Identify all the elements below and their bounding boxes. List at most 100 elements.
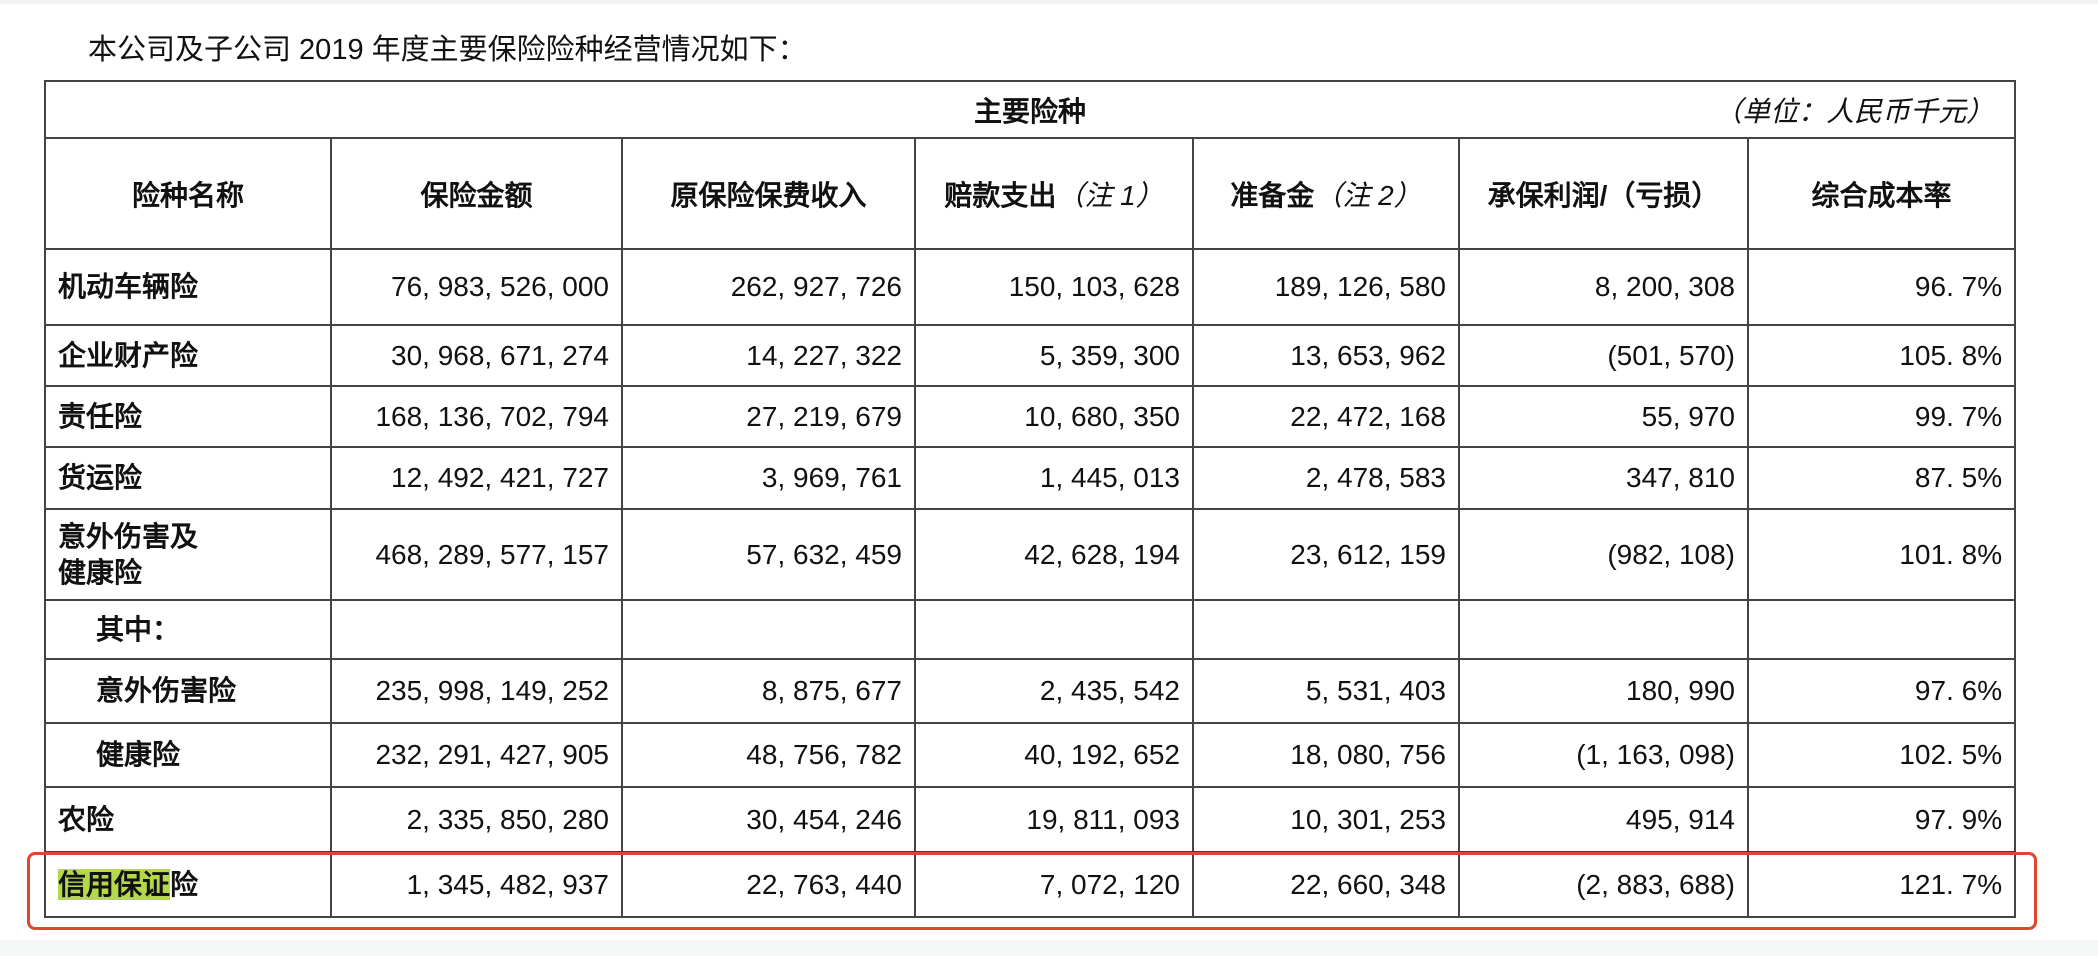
table-cell bbox=[1746, 599, 2017, 660]
insurance-table: 主要险种 （单位：人民币千元） 险种名称 保险金额 原保险保费收入 赔款支出（注 1）… bbox=[43, 80, 2017, 918]
table-cell: 105. 8% bbox=[1746, 324, 2017, 387]
row-name: 货运险 bbox=[44, 446, 332, 510]
table-cell: (501, 570) bbox=[1458, 324, 1749, 387]
column-header-note: （注 2） bbox=[1314, 179, 1422, 211]
table-cell: 347, 810 bbox=[1458, 446, 1749, 510]
column-header: 原保险保费收入 bbox=[621, 137, 916, 250]
table-cell: 19, 811, 093 bbox=[914, 786, 1194, 853]
table-cell: 3, 969, 761 bbox=[621, 446, 916, 510]
table-cell: 55, 970 bbox=[1458, 385, 1749, 448]
table-cell: 10, 680, 350 bbox=[914, 385, 1194, 448]
table-cell: 8, 200, 308 bbox=[1458, 248, 1749, 326]
column-header-label: 准备金 bbox=[1230, 179, 1315, 211]
table-cell: 235, 998, 149, 252 bbox=[330, 658, 623, 724]
table-cell: 2, 435, 542 bbox=[914, 658, 1194, 724]
table-cell: (982, 108) bbox=[1458, 508, 1749, 601]
table-cell: 48, 756, 782 bbox=[621, 722, 916, 788]
table-cell: 99. 7% bbox=[1746, 385, 2017, 448]
row-name: 农险 bbox=[44, 786, 332, 853]
row-name-text: 信用保证 bbox=[58, 868, 171, 900]
column-header: 综合成本率 bbox=[1746, 137, 2017, 250]
row-name: 其中： bbox=[44, 599, 332, 660]
intro-text: 本公司及子公司 2019 年度主要保险险种经营情况如下： bbox=[88, 34, 807, 66]
table-row: 其中： bbox=[44, 599, 2017, 660]
table-row: 货运险 12, 492, 421, 727 3, 969, 761 1, 445, 0… bbox=[44, 446, 2017, 510]
table-cell: 40, 192, 652 bbox=[914, 722, 1194, 788]
row-name-text: 健康险 bbox=[96, 739, 181, 770]
table-cell: 495, 914 bbox=[1458, 786, 1749, 853]
table-cell: 97. 9% bbox=[1746, 786, 2017, 853]
table-cell: 180, 990 bbox=[1458, 658, 1749, 724]
table-cell: 27, 219, 679 bbox=[621, 385, 916, 448]
table-cell: 1, 445, 013 bbox=[914, 446, 1194, 510]
table-cell: 87. 5% bbox=[1746, 446, 2017, 510]
table-row: 健康险 232, 291, 427, 905 48, 756, 782 40, 192… bbox=[44, 722, 2017, 788]
row-name: 机动车辆险 bbox=[44, 248, 332, 326]
row-name-text: 意外伤害险 bbox=[96, 675, 237, 706]
column-header: 准备金（注 2） bbox=[1192, 137, 1460, 250]
table-cell: 57, 632, 459 bbox=[621, 508, 916, 601]
table-cell: 1, 345, 482, 937 bbox=[330, 851, 623, 918]
row-name: 意外伤害险 bbox=[44, 658, 332, 724]
row-name-text: 企业财产险 bbox=[58, 339, 199, 371]
row-name-text: 其中： bbox=[96, 613, 181, 645]
table-cell: 232, 291, 427, 905 bbox=[330, 722, 623, 788]
table-cell bbox=[1192, 599, 1460, 660]
table-cell: 97. 6% bbox=[1746, 658, 2017, 724]
table-cell bbox=[914, 599, 1194, 660]
table-cell: 22, 472, 168 bbox=[1192, 385, 1460, 448]
table-cell: 10, 301, 253 bbox=[1192, 786, 1460, 853]
column-header-label: 保险金额 bbox=[420, 179, 533, 211]
table-cell bbox=[330, 599, 623, 660]
table-cell bbox=[1458, 599, 1749, 660]
table-row: 信用保证险 1, 345, 482, 937 22, 763, 440 7, 072,… bbox=[44, 851, 2017, 918]
row-name-text: 机动车辆险 bbox=[58, 271, 199, 302]
column-header: 承保利润/（亏损） bbox=[1458, 137, 1749, 250]
table-cell: 468, 289, 577, 157 bbox=[330, 508, 623, 601]
table-cell: 22, 660, 348 bbox=[1192, 851, 1460, 918]
column-header-note: （注 1） bbox=[1056, 179, 1164, 211]
table-cell: 42, 628, 194 bbox=[914, 508, 1194, 601]
table-cell: 7, 072, 120 bbox=[914, 851, 1194, 918]
table-cell: 30, 454, 246 bbox=[621, 786, 916, 853]
row-name-text: 险 bbox=[170, 868, 199, 900]
table-row: 企业财产险 30, 968, 671, 274 14, 227, 322 5, 359… bbox=[44, 324, 2017, 387]
table-cell bbox=[621, 599, 916, 660]
table-cell: 189, 126, 580 bbox=[1192, 248, 1460, 326]
table-row: 责任险 168, 136, 702, 794 27, 219, 679 10, 680… bbox=[44, 385, 2017, 448]
top-strip bbox=[0, 0, 2098, 4]
row-name-text: 农险 bbox=[58, 803, 115, 835]
column-header-label: 赔款支出 bbox=[944, 179, 1057, 211]
column-header-label: 承保利润/（亏损） bbox=[1487, 179, 1720, 211]
table-cell: 23, 612, 159 bbox=[1192, 508, 1460, 601]
table-cell: 102. 5% bbox=[1746, 722, 2017, 788]
table-row: 意外伤害及 健康险 468, 289, 577, 157 57, 632, 459 42… bbox=[44, 508, 2017, 601]
table-cell: 5, 359, 300 bbox=[914, 324, 1194, 387]
table-row: 农险 2, 335, 850, 280 30, 454, 246 19, 811, 0… bbox=[44, 786, 2017, 853]
column-headers: 险种名称 保险金额 原保险保费收入 赔款支出（注 1） 准备金（注 2） 承保利润/（亏损… bbox=[44, 137, 2017, 250]
table-cell: 30, 968, 671, 274 bbox=[330, 324, 623, 387]
row-name-text: 意外伤害及 bbox=[58, 520, 199, 552]
table-title: 主要险种 bbox=[974, 95, 1087, 127]
unit-label: （单位：人民币千元） bbox=[1714, 95, 1995, 127]
row-name: 企业财产险 bbox=[44, 324, 332, 387]
table-cell: 2, 335, 850, 280 bbox=[330, 786, 623, 853]
row-name-text: 货运险 bbox=[58, 462, 143, 493]
row-name: 意外伤害及 健康险 bbox=[44, 508, 332, 601]
table-cell: 12, 492, 421, 727 bbox=[330, 446, 623, 510]
column-header: 保险金额 bbox=[330, 137, 623, 250]
table-cell: 96. 7% bbox=[1746, 248, 2017, 326]
table-cell: (1, 163, 098) bbox=[1458, 722, 1749, 788]
table-row: 机动车辆险 76, 983, 526, 000 262, 927, 726 150, … bbox=[44, 248, 2017, 326]
column-header: 险种名称 bbox=[44, 137, 332, 250]
table-cell: 22, 763, 440 bbox=[621, 851, 916, 918]
table-cell: 13, 653, 962 bbox=[1192, 324, 1460, 387]
row-name-text: 责任险 bbox=[58, 400, 143, 432]
table-cell: 150, 103, 628 bbox=[914, 248, 1194, 326]
row-name: 责任险 bbox=[44, 385, 332, 448]
table-cell: 18, 080, 756 bbox=[1192, 722, 1460, 788]
row-name: 健康险 bbox=[44, 722, 332, 788]
column-header-label: 原保险保费收入 bbox=[670, 179, 867, 211]
column-header-label: 险种名称 bbox=[131, 179, 244, 211]
table-title-cell: 主要险种 （单位：人民币千元） bbox=[43, 80, 2017, 139]
